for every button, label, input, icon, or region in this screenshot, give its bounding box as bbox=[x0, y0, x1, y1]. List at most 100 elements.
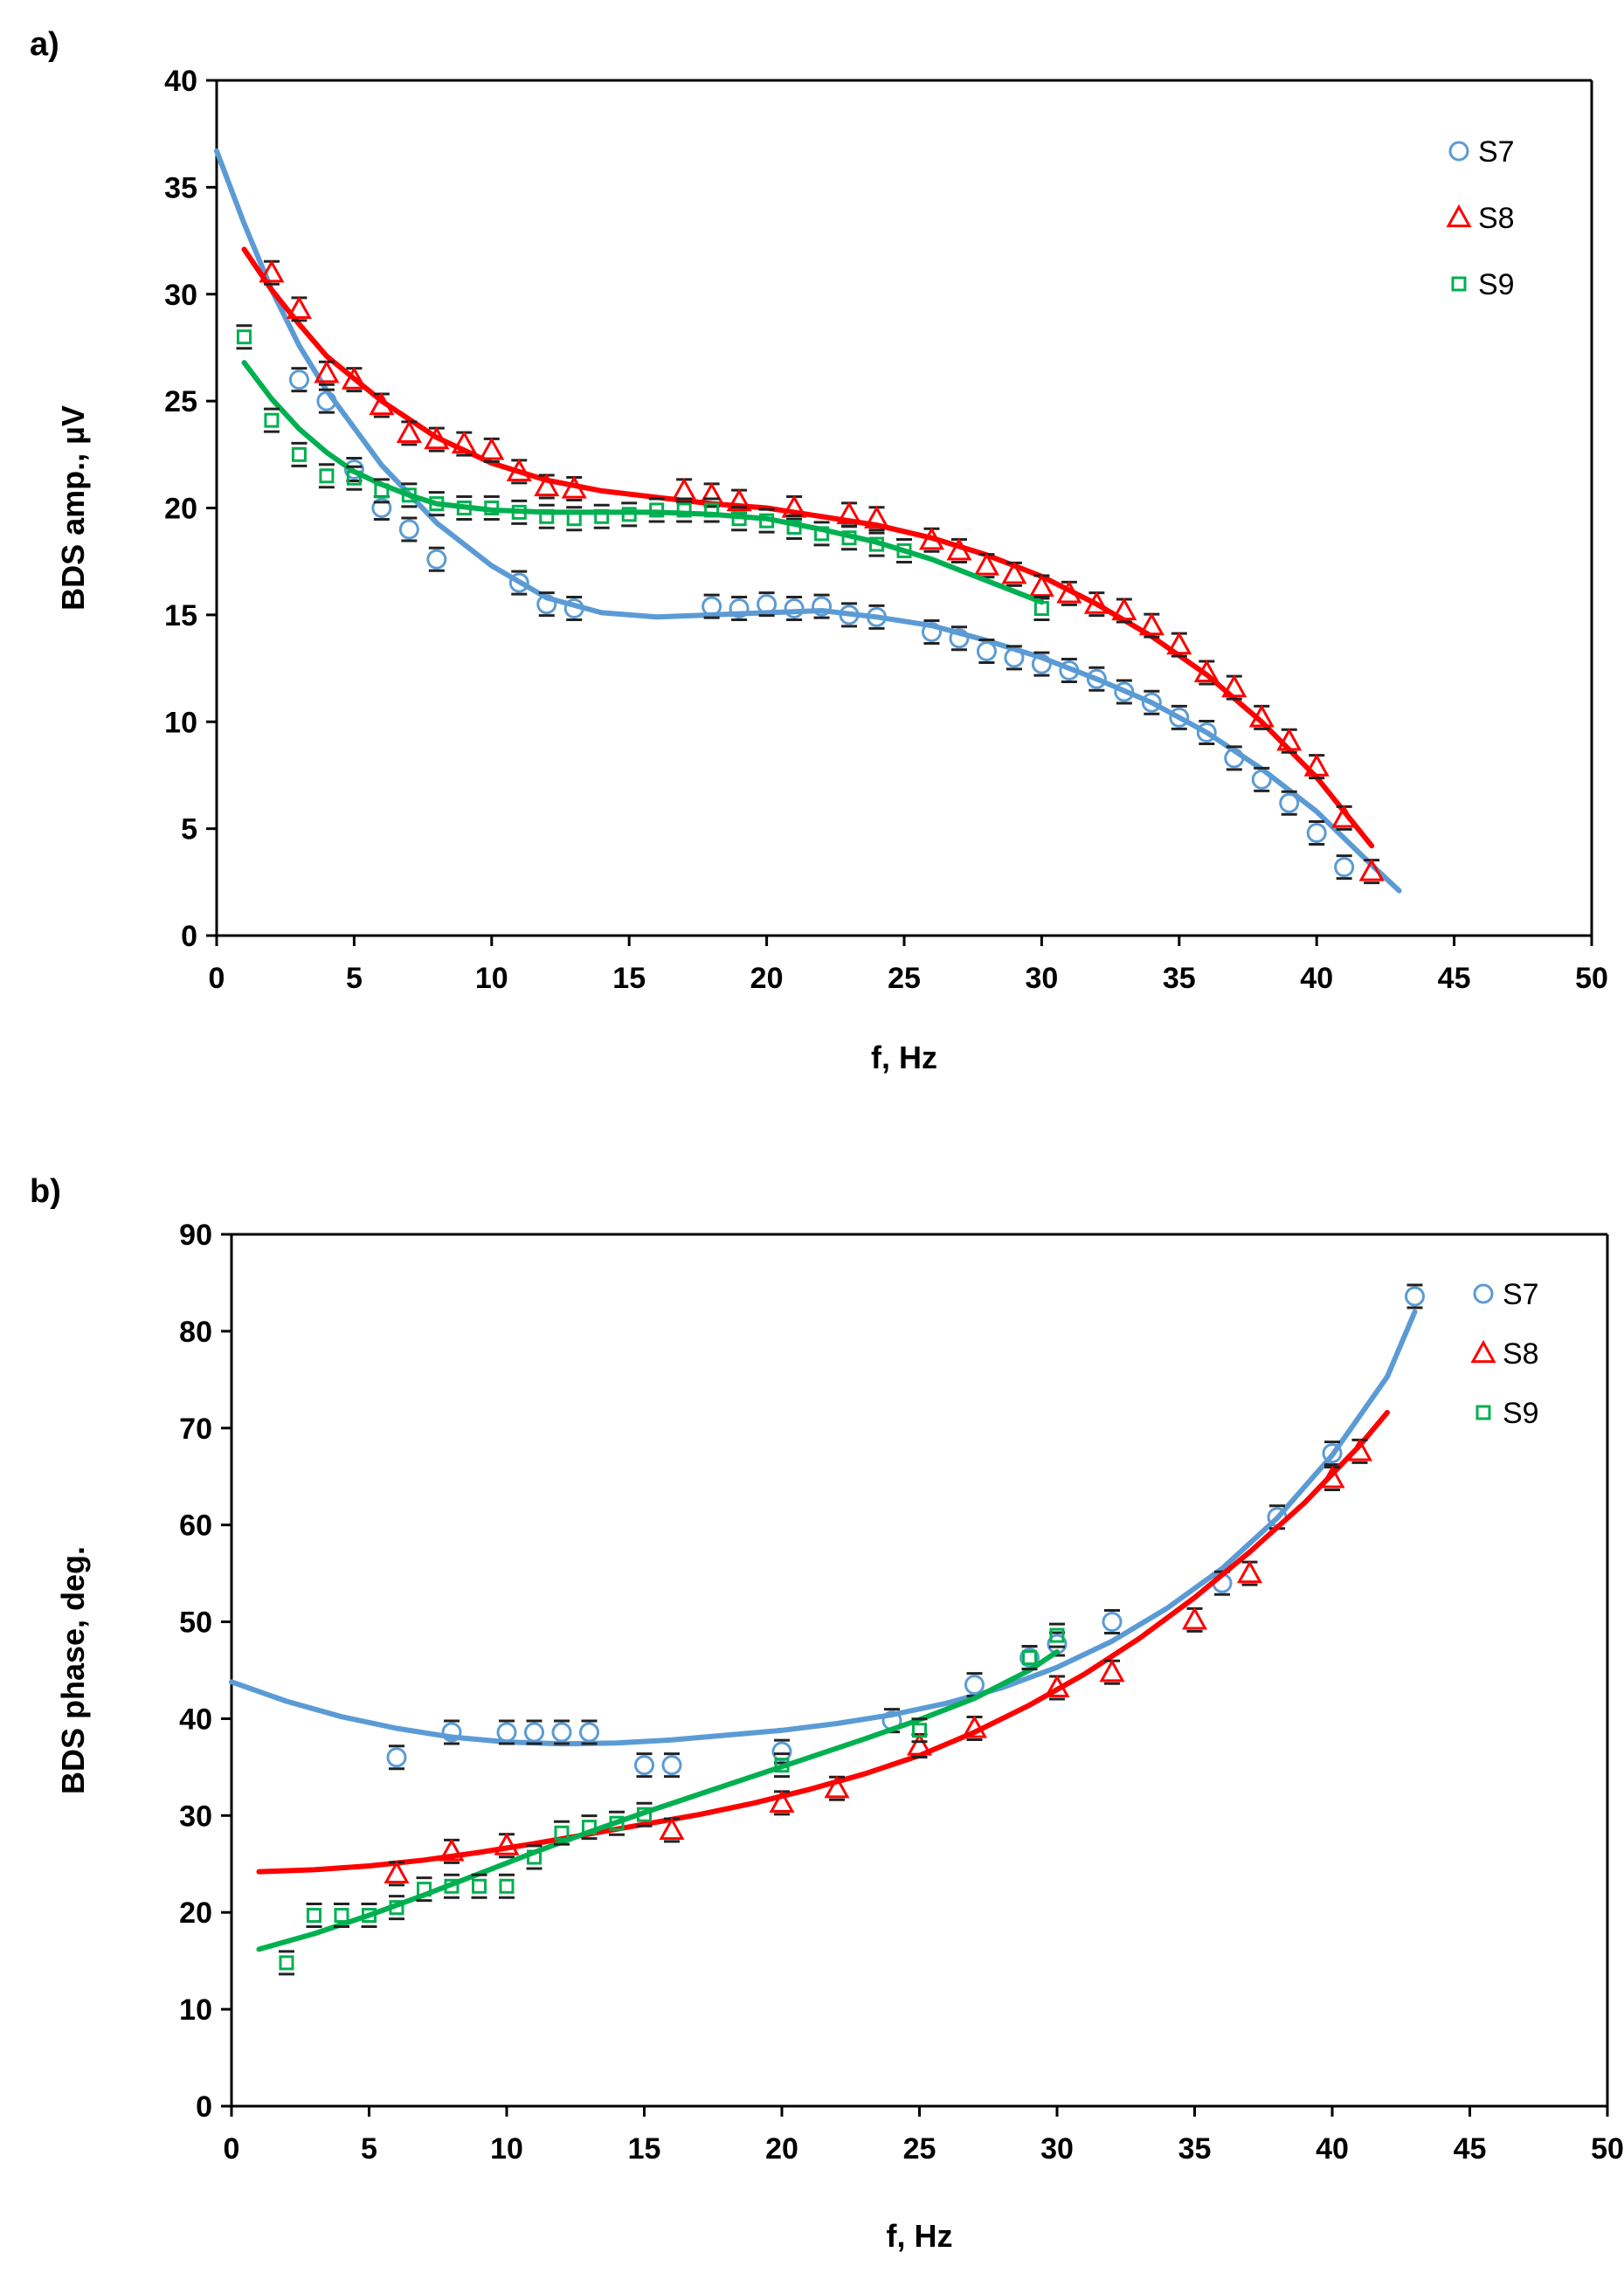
data-point bbox=[1004, 647, 1025, 668]
y-tick-label: 35 bbox=[164, 171, 197, 204]
legend-label-s7: S7 bbox=[1478, 135, 1515, 169]
legend-label-s9: S9 bbox=[1478, 268, 1515, 301]
data-point bbox=[812, 596, 833, 617]
x-tick-label: 40 bbox=[1300, 962, 1333, 995]
data-point bbox=[444, 1878, 460, 1894]
data-point bbox=[401, 487, 417, 503]
series-s8 bbox=[256, 1410, 1390, 1887]
data-point bbox=[551, 1722, 572, 1743]
data-point bbox=[1346, 1438, 1373, 1461]
data-point bbox=[429, 496, 445, 512]
data-point bbox=[582, 1820, 597, 1835]
data-point bbox=[973, 552, 999, 576]
data-point bbox=[704, 502, 720, 518]
y-tick-label: 20 bbox=[179, 1896, 212, 1930]
series-s8 bbox=[241, 246, 1385, 885]
data-point bbox=[554, 1825, 570, 1841]
data-point bbox=[774, 1758, 790, 1773]
fit-curve-s7 bbox=[229, 1309, 1418, 1747]
y-tick-label: 25 bbox=[164, 385, 197, 418]
y-axis-title: BDS amp., µV bbox=[55, 405, 91, 611]
data-point bbox=[346, 470, 362, 486]
data-point bbox=[314, 360, 340, 383]
series-s9 bbox=[236, 324, 1050, 622]
y-tick-label: 10 bbox=[179, 1993, 212, 2027]
x-tick-label: 0 bbox=[224, 2132, 240, 2166]
chart-a: 0 5 10 15 20 25 30 35 40 0 5 10 15 20 25 30 35 40 45 50 f, H… bbox=[55, 65, 1608, 1075]
data-point bbox=[946, 537, 972, 561]
y-tick-label: 70 bbox=[179, 1413, 212, 1446]
data-point bbox=[769, 1789, 795, 1814]
data-point bbox=[362, 1908, 377, 1924]
y-tick-label: 30 bbox=[179, 1800, 212, 1833]
x-tick-label: 5 bbox=[361, 2132, 377, 2166]
y-tick-label: 15 bbox=[164, 599, 197, 632]
data-point bbox=[731, 511, 747, 527]
x-tick-label: 20 bbox=[765, 2132, 798, 2166]
data-point bbox=[1114, 681, 1135, 702]
legend-marker-s8 bbox=[1470, 1339, 1496, 1364]
x-tick-label: 25 bbox=[888, 962, 921, 995]
data-point bbox=[976, 640, 997, 661]
data-point bbox=[1196, 722, 1217, 743]
data-point bbox=[1028, 573, 1054, 598]
data-point bbox=[1276, 728, 1303, 751]
panel-label: b) bbox=[30, 1173, 61, 1210]
data-point bbox=[1099, 1659, 1125, 1682]
data-point bbox=[236, 329, 252, 345]
data-point bbox=[534, 473, 560, 497]
data-point bbox=[634, 1755, 654, 1776]
legend-label-s7: S7 bbox=[1503, 1278, 1539, 1311]
fit-curve-s8 bbox=[241, 246, 1375, 849]
data-point bbox=[964, 1675, 985, 1696]
data-point bbox=[479, 437, 505, 460]
x-tick-label: 35 bbox=[1163, 962, 1196, 995]
data-point bbox=[439, 1838, 465, 1862]
data-point bbox=[921, 621, 942, 642]
data-point bbox=[1221, 674, 1247, 698]
data-point bbox=[771, 1741, 792, 1762]
y-tick-label: 10 bbox=[164, 706, 197, 739]
data-point bbox=[539, 508, 555, 524]
data-point bbox=[511, 504, 527, 520]
data-point bbox=[563, 598, 584, 619]
data-point bbox=[949, 628, 970, 649]
y-tick-label: 80 bbox=[179, 1316, 212, 1349]
data-point bbox=[1059, 660, 1080, 681]
series-s7 bbox=[214, 148, 1402, 894]
y-tick-label: 40 bbox=[164, 65, 197, 98]
data-point bbox=[508, 572, 529, 593]
data-point bbox=[1111, 597, 1137, 621]
y-axis-title: BDS phase, deg. bbox=[55, 1546, 91, 1794]
data-point bbox=[918, 527, 945, 550]
data-point bbox=[472, 1878, 487, 1894]
data-point bbox=[341, 366, 367, 390]
data-point bbox=[784, 598, 805, 619]
data-point bbox=[1322, 1443, 1343, 1464]
data-point bbox=[396, 419, 422, 443]
data-point bbox=[841, 530, 857, 546]
data-point bbox=[757, 594, 777, 615]
data-point bbox=[1102, 1612, 1123, 1633]
data-point bbox=[1405, 1286, 1425, 1307]
data-point bbox=[1019, 1648, 1040, 1668]
x-tick-label: 50 bbox=[1591, 2132, 1624, 2166]
data-point bbox=[836, 501, 862, 524]
legend-marker-s7 bbox=[1448, 141, 1469, 162]
legend-marker-s9 bbox=[1451, 276, 1467, 292]
data-point bbox=[759, 513, 775, 529]
data-point bbox=[441, 1722, 462, 1743]
data-point bbox=[527, 1849, 542, 1865]
data-point bbox=[701, 596, 722, 617]
data-point bbox=[1086, 668, 1107, 689]
data-point bbox=[307, 1908, 321, 1924]
legend-label-s8: S8 bbox=[1478, 202, 1515, 235]
data-point bbox=[456, 501, 472, 515]
data-point bbox=[1279, 792, 1300, 813]
data-point bbox=[286, 295, 312, 319]
x-tick-label: 20 bbox=[750, 962, 784, 995]
data-point bbox=[1248, 704, 1275, 728]
data-point bbox=[1169, 707, 1190, 728]
data-point bbox=[649, 502, 665, 518]
data-point bbox=[426, 549, 447, 570]
